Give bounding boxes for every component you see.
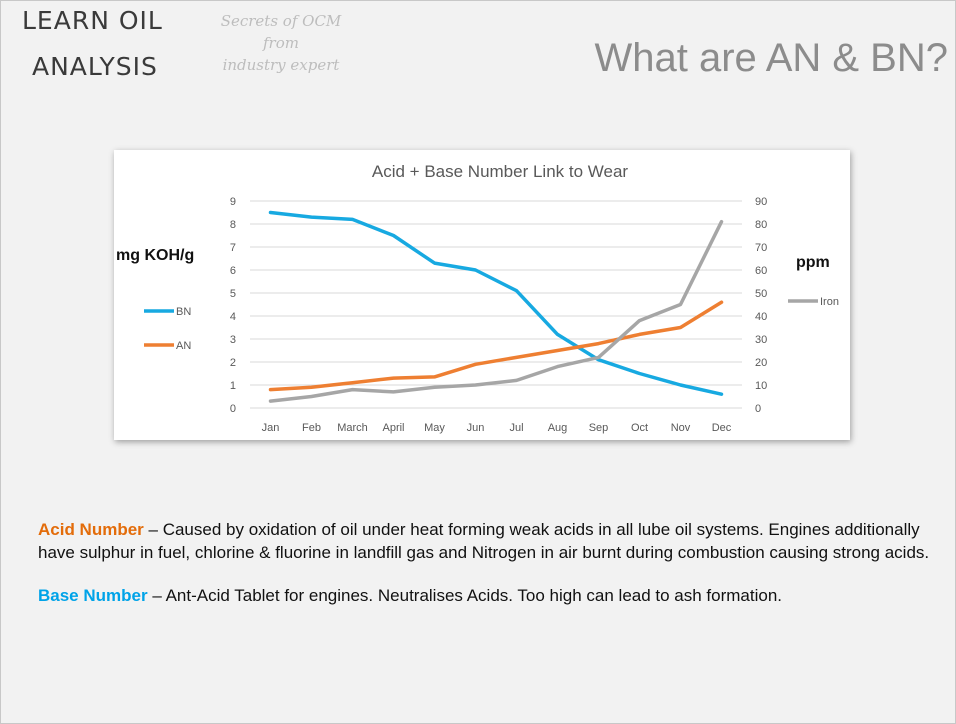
left-axis-tick-label: 5 bbox=[230, 288, 236, 300]
logo-line-1: LEARN OIL bbox=[22, 6, 163, 35]
body-text: Acid Number – Caused by oxidation of oil… bbox=[38, 518, 938, 607]
right-axis-tick-label: 10 bbox=[755, 380, 767, 392]
tagline-line-3: industry expert bbox=[222, 56, 340, 74]
acid-number-term: Acid Number bbox=[38, 520, 144, 539]
left-axis-tick-label: 3 bbox=[230, 334, 236, 346]
base-number-term: Base Number bbox=[38, 586, 148, 605]
chart-card: Acid + Base Number Link to Wear 0 1 2 3 4 5 6 7 8… bbox=[114, 150, 850, 440]
line-chart: Acid + Base Number Link to Wear 0 1 2 3 4 5 6 7 8… bbox=[116, 162, 839, 434]
right-axis-tick-label: 80 bbox=[755, 219, 767, 231]
legend-label-iron: Iron bbox=[820, 296, 839, 308]
acid-number-description: – Caused by oxidation of oil under heat … bbox=[38, 520, 930, 562]
right-axis-tick-label: 50 bbox=[755, 288, 767, 300]
x-axis-tick-label: March bbox=[337, 422, 368, 434]
right-axis-label: ppm bbox=[796, 254, 830, 271]
x-axis-tick-label: Sep bbox=[589, 422, 609, 434]
right-axis-tick-label: 20 bbox=[755, 357, 767, 369]
left-axis-tick-label: 8 bbox=[230, 219, 236, 231]
base-number-description: – Ant-Acid Tablet for engines. Neutralis… bbox=[147, 586, 783, 605]
x-axis-tick-label: Dec bbox=[712, 422, 732, 434]
left-axis-label: mg KOH/g bbox=[116, 247, 194, 264]
left-axis-tick-label: 1 bbox=[230, 380, 236, 392]
left-axis-tick-label: 4 bbox=[230, 311, 236, 323]
x-axis-tick-label: Oct bbox=[631, 422, 648, 434]
tagline-line-1: Secrets of OCM bbox=[220, 12, 342, 30]
chart-title: Acid + Base Number Link to Wear bbox=[372, 162, 629, 181]
x-axis-tick-label: Jun bbox=[467, 422, 485, 434]
logo-line-2: ANALYSIS bbox=[32, 52, 158, 81]
left-axis-tick-label: 7 bbox=[230, 242, 236, 254]
right-axis-tick-label: 0 bbox=[755, 403, 761, 415]
acid-number-paragraph: Acid Number – Caused by oxidation of oil… bbox=[38, 518, 938, 564]
left-axis-tick-label: 2 bbox=[230, 357, 236, 369]
right-axis-tick-label: 90 bbox=[755, 196, 767, 208]
x-axis-tick-label: Nov bbox=[671, 422, 691, 434]
x-axis-tick-label: April bbox=[382, 422, 404, 434]
series-line-bn bbox=[268, 210, 724, 396]
x-axis-tick-label: May bbox=[424, 422, 445, 434]
right-axis-tick-label: 70 bbox=[755, 242, 767, 254]
right-axis-tick-label: 60 bbox=[755, 265, 767, 277]
right-axis-tick-label: 40 bbox=[755, 311, 767, 323]
left-axis-tick-label: 6 bbox=[230, 265, 236, 277]
slide-title: What are AN & BN? bbox=[594, 36, 948, 80]
tagline: Secrets of OCM from industry expert bbox=[206, 10, 356, 76]
x-axis-tick-label: Jul bbox=[509, 422, 523, 434]
base-number-paragraph: Base Number – Ant-Acid Tablet for engine… bbox=[38, 584, 938, 607]
left-axis-tick-label: 9 bbox=[230, 196, 236, 208]
tagline-line-2: from bbox=[263, 34, 299, 52]
left-axis-tick-label: 0 bbox=[230, 403, 236, 415]
right-axis-tick-label: 30 bbox=[755, 334, 767, 346]
legend-label-bn: BN bbox=[176, 306, 191, 318]
series-line-iron bbox=[268, 219, 724, 403]
series-line-an bbox=[268, 300, 724, 392]
x-axis-tick-label: Aug bbox=[548, 422, 568, 434]
x-axis-tick-label: Jan bbox=[262, 422, 280, 434]
legend-label-an: AN bbox=[176, 340, 191, 352]
x-axis-tick-label: Feb bbox=[302, 422, 321, 434]
